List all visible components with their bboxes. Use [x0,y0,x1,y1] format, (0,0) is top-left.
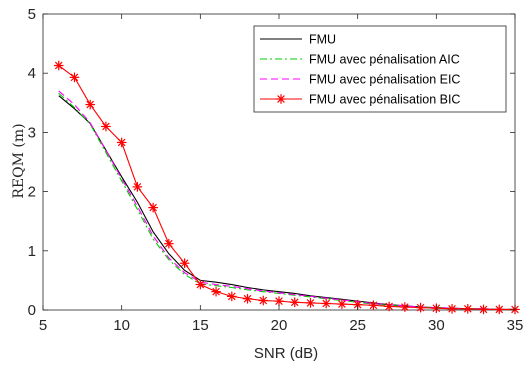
ticks-layer: 5 10 15 20 25 30 35 0 1 2 3 4 5 [28,6,524,334]
x-tick-label: 35 [507,317,524,334]
data-point-marker [337,299,347,309]
data-point-marker [415,302,426,313]
data-point-marker [463,304,473,314]
data-point-marker [69,72,80,83]
y-tick-label: 3 [28,124,36,141]
legend-label: FMU avec pénalisation EIC [309,73,460,87]
y-tick-label: 1 [28,243,36,260]
y-tick-label: 4 [28,65,36,82]
x-tick-label: 5 [39,317,47,334]
y-axis-label: REQM (m) [11,123,27,198]
legend-marker-sample [276,94,286,104]
data-point-marker [384,301,394,312]
data-point-marker [227,291,237,302]
data-point-marker [116,137,127,148]
data-point-marker [289,297,300,308]
data-point-marker [258,295,269,306]
data-point-marker [132,182,143,192]
data-point-marker [478,304,489,315]
series-4 [53,60,520,315]
x-tick-label: 25 [349,317,366,334]
legend-entry-3: FMU avec pénalisation EIC [260,73,460,87]
data-point-marker [211,286,221,297]
data-point-marker [179,258,190,269]
x-tick-label: 20 [271,317,288,334]
data-point-marker [321,298,331,309]
legend-entry-1: FMU [260,33,336,47]
legend-label: FMU avec pénalisation AIC [309,53,460,67]
data-point-marker [447,304,457,314]
data-point-marker [195,279,206,290]
data-point-marker [368,300,379,311]
data-point-marker [164,238,174,249]
y-tick-label: 5 [28,6,36,23]
legend-entry-2: FMU avec pénalisation AIC [260,53,460,67]
legend-label: FMU avec pénalisation BIC [309,93,460,107]
series-line [58,90,515,310]
data-point-marker [101,121,111,132]
data-point-marker [148,202,158,213]
y-tick-label: 0 [28,302,36,319]
y-tick-label: 2 [28,184,36,201]
data-point-marker [85,99,95,110]
series-3 [58,90,515,310]
data-point-marker [494,304,505,315]
x-tick-label: 10 [113,317,130,334]
data-point-marker [305,298,316,308]
series-layer [53,60,520,315]
x-axis-label: SNR (dB) [254,345,318,362]
x-tick-label: 15 [192,317,209,334]
legend-entry-4: FMU avec pénalisation BIC [260,93,460,107]
legend-box [253,25,507,113]
data-point-marker [242,293,253,304]
data-point-marker [274,296,284,306]
legend: FMU FMU avec pénalisation AIC FMU avec pén… [253,25,507,113]
legend-label: FMU [309,33,336,47]
data-point-marker [53,60,64,71]
x-tick-label: 30 [428,317,445,334]
data-point-marker [400,302,410,312]
